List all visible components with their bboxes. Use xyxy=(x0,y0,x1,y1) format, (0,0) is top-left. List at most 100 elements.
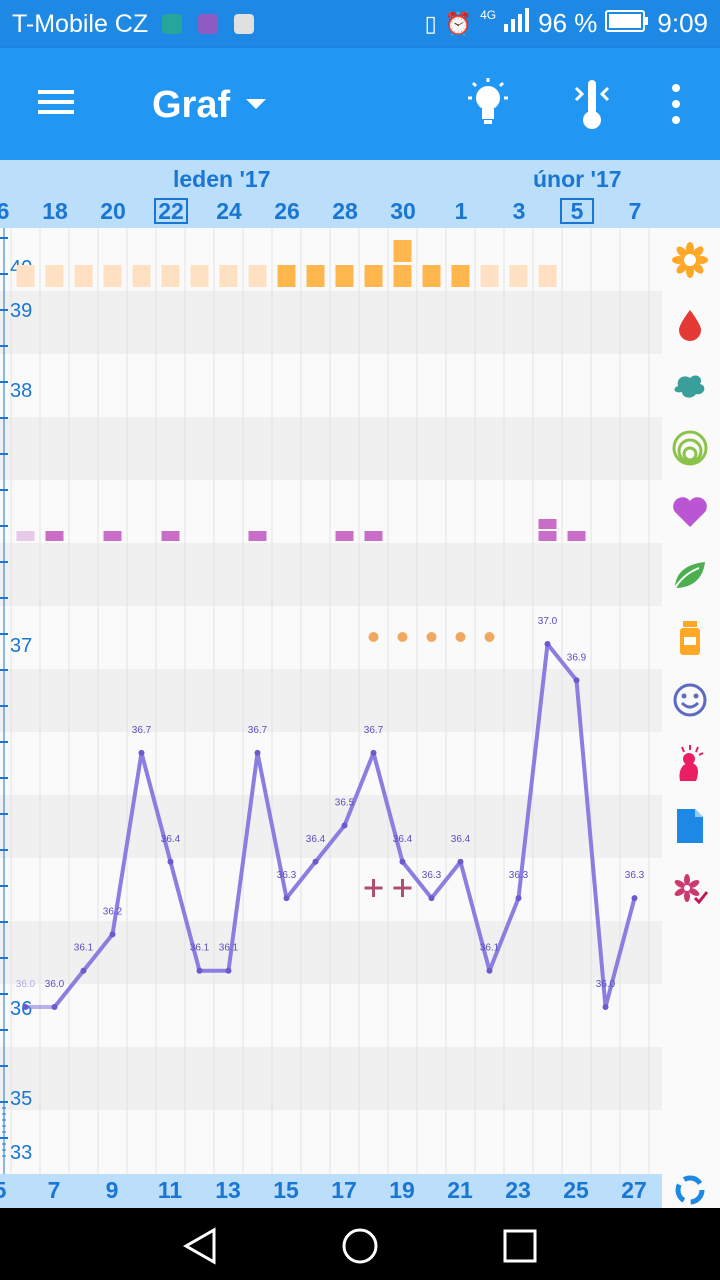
splash-icon[interactable] xyxy=(670,366,710,406)
temperature-chart[interactable]: 4039383736353336.036.036.136.236.736.436… xyxy=(0,228,720,1174)
y-tick-label: 33 xyxy=(10,1142,32,1164)
period-marker xyxy=(393,240,412,262)
period-marker xyxy=(16,265,35,287)
leaf-icon[interactable] xyxy=(670,554,710,594)
temperature-label: 36.1 xyxy=(219,943,239,954)
period-marker xyxy=(393,265,412,287)
intercourse-marker xyxy=(538,531,557,541)
date-label[interactable]: 28 xyxy=(332,198,358,224)
cycle-day-label: 19 xyxy=(389,1177,415,1203)
cycle-day-label: 25 xyxy=(563,1177,589,1203)
y-tick-label: 36 xyxy=(10,998,32,1020)
date-label[interactable]: 30 xyxy=(390,198,416,224)
pain-icon[interactable] xyxy=(670,744,710,784)
cycle-day-label: 7 xyxy=(47,1177,61,1203)
chart-band xyxy=(0,795,662,858)
temperature-point xyxy=(573,677,580,684)
temperature-label: 36.2 xyxy=(103,906,123,917)
temperature-point xyxy=(486,967,493,974)
intercourse-marker xyxy=(103,531,122,541)
thermometer-icon[interactable] xyxy=(572,78,612,130)
sun-flower-icon[interactable] xyxy=(670,240,710,280)
date-label[interactable]: 26 xyxy=(274,198,300,224)
temperature-point xyxy=(283,895,290,902)
chart-band xyxy=(0,669,662,732)
temperature-point xyxy=(22,1004,29,1010)
intercourse-marker xyxy=(248,531,267,541)
date-label[interactable]: 6 xyxy=(0,198,10,224)
battery-icon xyxy=(605,8,649,39)
recents-icon[interactable] xyxy=(500,1226,540,1266)
carrier-name: T-Mobile CZ xyxy=(12,10,149,38)
date-label[interactable]: 20 xyxy=(100,198,126,224)
temperature-point xyxy=(341,822,348,829)
temperature-label: 36.0 xyxy=(16,979,36,990)
temperature-label: 36.4 xyxy=(161,834,181,845)
cycle-day-label: 17 xyxy=(331,1177,357,1203)
date-label[interactable]: 22 xyxy=(154,198,188,224)
date-label[interactable]: 5 xyxy=(560,198,594,224)
smiley-icon[interactable] xyxy=(670,680,710,720)
view-selector[interactable]: Graf xyxy=(152,78,282,132)
clock: 9:09 xyxy=(657,8,708,38)
gallery-icon xyxy=(198,14,218,34)
date-label[interactable]: 7 xyxy=(628,198,642,224)
temperature-point xyxy=(370,749,377,756)
temperature-label: 36.7 xyxy=(364,725,384,736)
status-bar: T-Mobile CZ ▯ ⏰ 4G 96 % 9:09 xyxy=(0,0,720,48)
temperature-label: 37.0 xyxy=(538,616,558,627)
fertile-dot xyxy=(426,632,437,642)
temperature-point xyxy=(602,1004,609,1010)
date-label[interactable]: 3 xyxy=(512,198,526,224)
temperature-point xyxy=(196,967,203,974)
temperature-point xyxy=(457,858,464,865)
period-marker xyxy=(422,265,441,287)
y-tick-label: 35 xyxy=(10,1088,32,1110)
y-tick-label: 38 xyxy=(10,380,32,402)
overflow-menu-icon[interactable] xyxy=(664,82,688,126)
flower-check-icon[interactable] xyxy=(670,870,710,910)
blood-drop-icon[interactable] xyxy=(670,304,710,344)
period-marker xyxy=(509,265,528,287)
period-marker xyxy=(364,265,383,287)
intercourse-marker xyxy=(161,531,180,541)
intercourse-marker xyxy=(538,519,557,529)
temperature-label: 36.3 xyxy=(625,870,645,881)
month-label: únor '17 xyxy=(533,166,622,192)
temperature-point xyxy=(80,967,87,974)
temperature-label: 36.7 xyxy=(248,725,268,736)
temperature-label: 36.5 xyxy=(335,798,355,809)
temperature-point xyxy=(225,967,232,974)
menu-icon[interactable] xyxy=(36,86,76,118)
temperature-point xyxy=(312,858,319,865)
vibrate-icon: ▯ xyxy=(424,10,437,36)
temperature-point xyxy=(428,895,435,902)
fertile-dot xyxy=(397,632,408,642)
temperature-point xyxy=(515,895,522,902)
intercourse-marker xyxy=(16,531,35,541)
app-toolbar: Graf xyxy=(0,48,720,160)
date-label[interactable]: 1 xyxy=(454,198,468,224)
heart-icon[interactable] xyxy=(670,492,710,532)
temperature-point xyxy=(51,1004,58,1010)
date-label[interactable]: 24 xyxy=(216,198,242,224)
alarm-icon: ⏰ xyxy=(444,10,473,36)
date-label[interactable]: 18 xyxy=(42,198,68,224)
status-right: ▯ ⏰ 4G 96 % 9:09 xyxy=(425,8,708,39)
temperature-point xyxy=(109,931,116,938)
back-icon[interactable] xyxy=(180,1226,220,1266)
temperature-label: 36.9 xyxy=(567,652,587,663)
period-marker xyxy=(451,265,470,287)
temperature-label: 36.4 xyxy=(451,834,471,845)
date-header: leden '17 únor '17 6 18 20 22 24 26 28 30 1 3 5 7 xyxy=(0,160,720,228)
sync-icon[interactable] xyxy=(670,1170,710,1210)
lightbulb-icon[interactable] xyxy=(466,78,510,130)
medicine-bottle-icon[interactable] xyxy=(670,618,710,658)
temperature-label: 36.4 xyxy=(306,834,326,845)
temperature-label: 36.1 xyxy=(74,943,94,954)
rings-icon[interactable] xyxy=(670,428,710,468)
fertile-dot xyxy=(368,632,379,642)
home-icon[interactable] xyxy=(340,1226,380,1266)
note-icon[interactable] xyxy=(670,806,710,846)
chart-band xyxy=(0,291,662,354)
